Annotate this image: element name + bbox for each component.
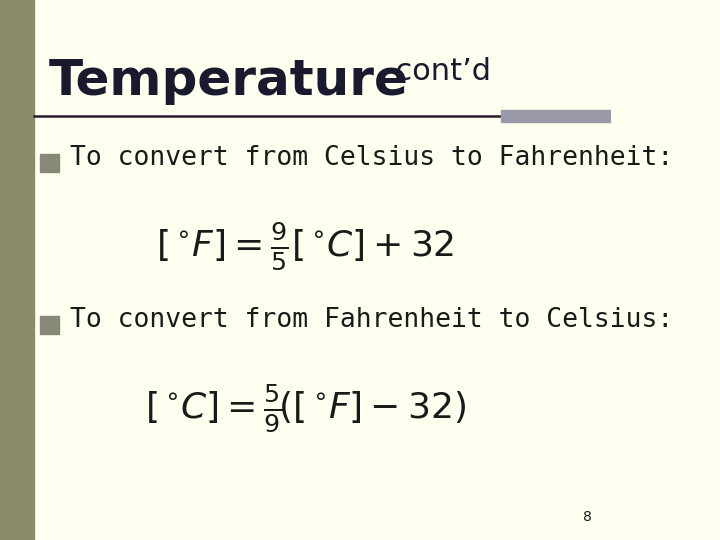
Text: To convert from Fahrenheit to Celsius:: To convert from Fahrenheit to Celsius: xyxy=(71,307,673,333)
Text: 8: 8 xyxy=(583,510,593,524)
Bar xyxy=(40,316,59,334)
Text: $\left[{^\circ\!C}\right] = \frac{5}{9}\!\left(\left[{^\circ\!F}\right]-32\right: $\left[{^\circ\!C}\right] = \frac{5}{9}\… xyxy=(145,382,466,434)
Bar xyxy=(500,110,611,122)
Text: , cont’d: , cont’d xyxy=(376,57,490,86)
Bar xyxy=(0,0,34,540)
Text: Temperature: Temperature xyxy=(49,57,409,105)
Text: To convert from Celsius to Fahrenheit:: To convert from Celsius to Fahrenheit: xyxy=(71,145,673,171)
Bar xyxy=(40,154,59,172)
Text: $\left[{^\circ\!F}\right] = \frac{9}{5}\left[{^\circ\!C}\right]+32$: $\left[{^\circ\!F}\right] = \frac{9}{5}\… xyxy=(156,220,454,272)
